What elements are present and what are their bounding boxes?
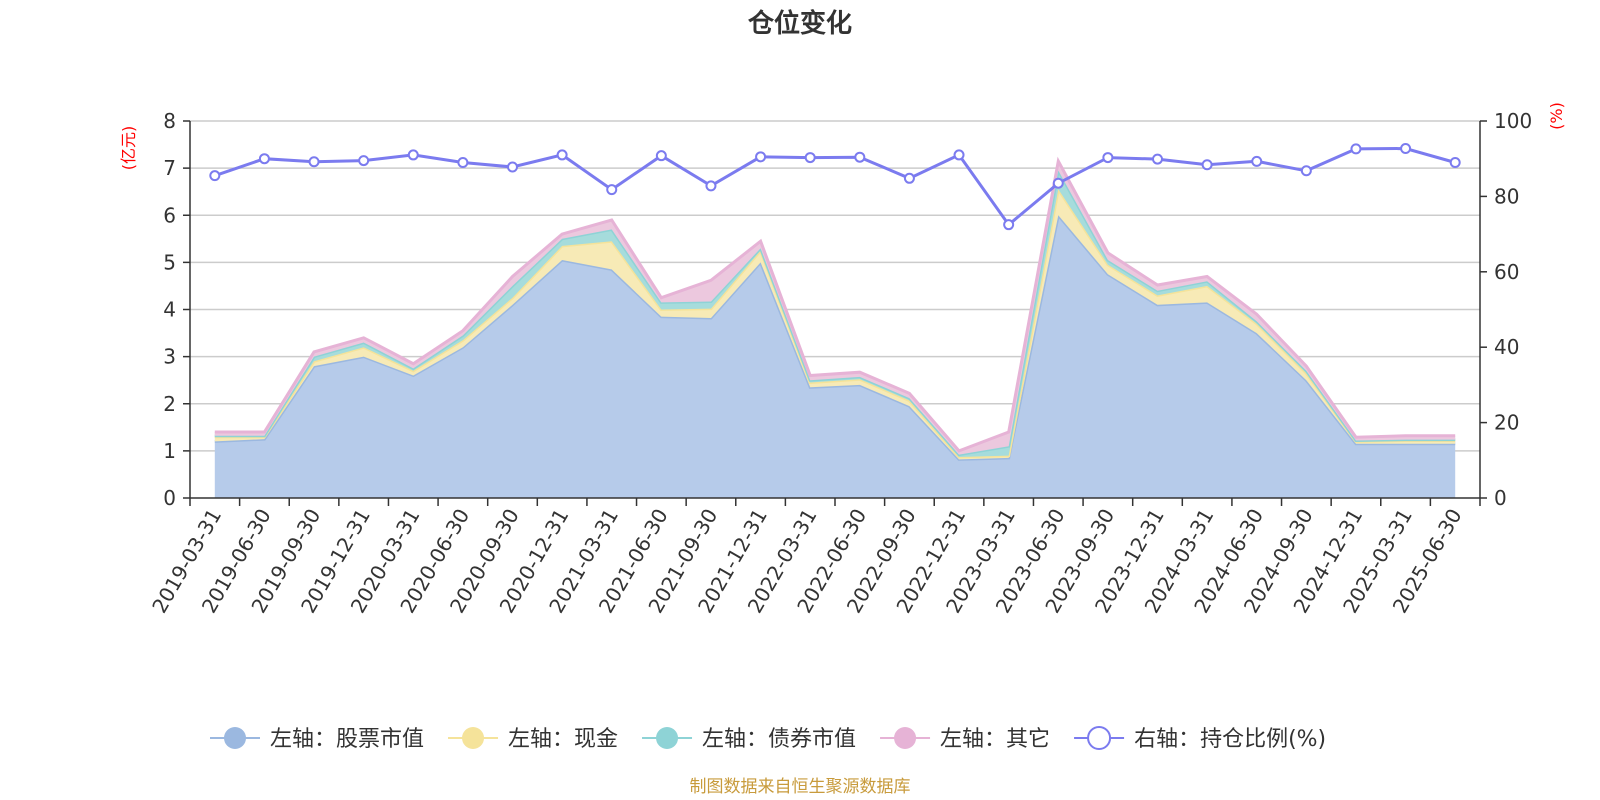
ratio-line-path [214,146,1456,227]
ratio-point [209,170,221,182]
ratio-point [258,153,270,165]
stacked-areas [214,156,1456,499]
chart-title: 仓位变化 [747,8,852,39]
ratio-point [1300,165,1312,177]
ratio-point [457,156,469,168]
left-axis-tick-label: 8 [163,109,176,133]
ratio-point [507,161,518,173]
ratio-point [1251,155,1263,167]
left-axis-tick-label: 6 [163,203,176,227]
right-axis-tick-label: 100 [1494,109,1532,133]
ratio-point [804,152,816,164]
legend-label-4: 右轴：持仓比例(%) [1134,727,1326,752]
legend-marker-0 [224,727,246,749]
left-axis-tick-label: 0 [163,486,176,510]
left-axis-tick-label: 2 [163,392,176,416]
right-axis-tick-label: 20 [1494,411,1519,435]
position-ratio-line [209,143,1461,231]
ratio-point [1350,143,1362,155]
ratio-point [606,184,618,196]
ratio-point [655,150,667,162]
legend: 左轴：股票市值 左轴：现金 左轴：债券市值 左轴：其它 右轴：持仓比例(%) [210,726,1326,752]
legend-marker-2 [656,727,679,749]
right-axis-tick-label: 80 [1494,184,1519,208]
ratio-point [1201,159,1213,171]
area-series-0 [214,215,1456,499]
left-axis-tick-label: 1 [163,439,176,463]
ratio-point [755,151,767,163]
right-axis-unit: (%) [1547,102,1566,130]
left-axis-tick-label: 5 [163,250,176,274]
ratio-point [1052,177,1064,189]
left-axis-tick-label: 3 [163,345,176,369]
left-axis-tick-label: 4 [163,298,176,322]
ratio-point [556,149,568,161]
ratio-point [407,149,419,161]
legend-label-2: 左轴：债券市值 [702,727,856,752]
data-source-note: 制图数据来自恒生聚源数据库 [690,777,911,797]
ratio-point [1152,153,1163,165]
legend-marker-4 [1087,726,1112,750]
left-axis-tick-label: 7 [163,156,176,180]
ratio-point [358,155,370,167]
ratio-point [854,151,866,163]
legend-label-0: 左轴：股票市值 [270,727,424,752]
ratio-point [903,172,915,184]
right-axis-tick-label: 40 [1494,335,1519,359]
right-axis-tick-label: 0 [1494,486,1507,510]
ratio-point [308,156,320,168]
ratio-point [953,149,965,161]
ratio-point [1400,143,1412,155]
ratio-point [1449,156,1461,168]
legend-marker-1 [462,727,485,749]
legend-label-3: 左轴：其它 [940,727,1050,752]
ratio-point [1102,152,1114,164]
left-axis-unit: (亿元) [119,126,138,171]
right-axis-tick-label: 60 [1494,260,1519,284]
ratio-point [1003,219,1015,231]
legend-marker-3 [894,727,917,749]
area-edge-series-3 [214,156,1456,453]
ratio-point [705,180,717,192]
legend-label-1: 左轴：现金 [508,727,618,752]
